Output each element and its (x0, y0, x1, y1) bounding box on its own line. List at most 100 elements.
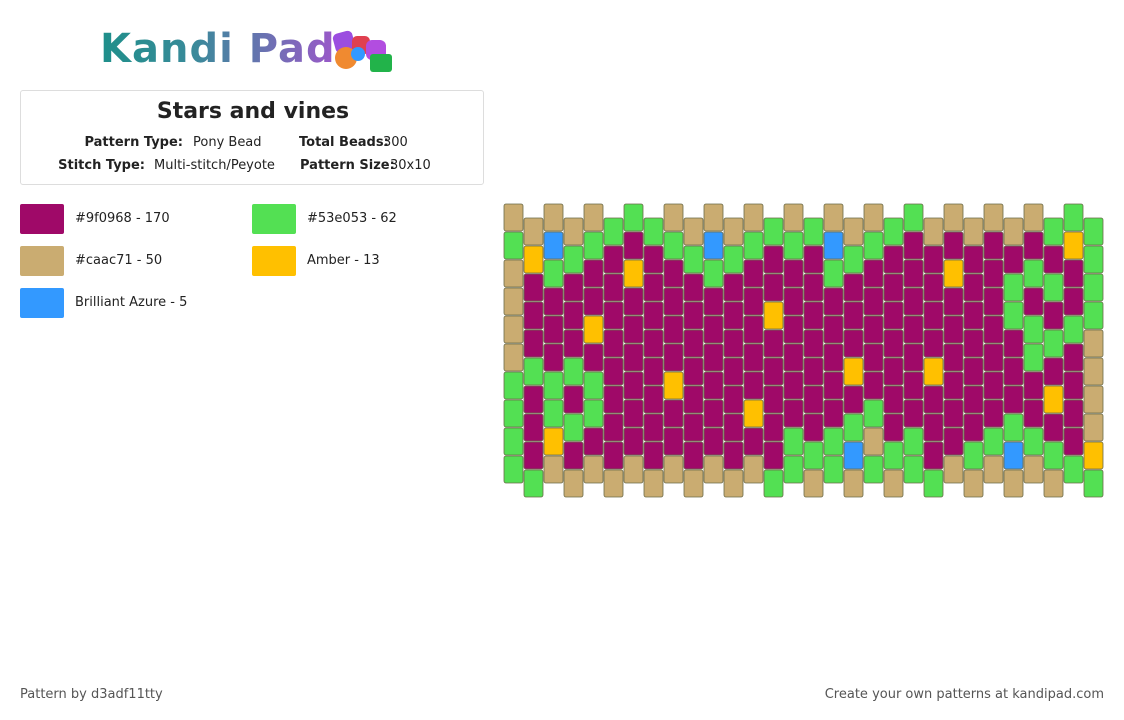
bead (963, 273, 984, 302)
bead (923, 301, 944, 330)
bead (523, 273, 544, 302)
bead (843, 441, 864, 470)
bead (803, 441, 824, 470)
bead (903, 259, 924, 288)
bead (523, 301, 544, 330)
bead (503, 399, 524, 428)
bead (743, 455, 764, 484)
bead (783, 287, 804, 316)
bead (1023, 455, 1044, 484)
bead (903, 427, 924, 456)
bead (623, 343, 644, 372)
bead (1023, 231, 1044, 260)
bead (1083, 469, 1104, 498)
bead (843, 413, 864, 442)
bead (983, 231, 1004, 260)
bead (843, 469, 864, 498)
bead (863, 315, 884, 344)
bead (703, 371, 724, 400)
bead (663, 259, 684, 288)
bead (783, 427, 804, 456)
bead (883, 357, 904, 386)
bead (523, 245, 544, 274)
bead (1003, 301, 1024, 330)
bead (503, 343, 524, 372)
bead (803, 357, 824, 386)
logo[interactable]: Kandi Pad (100, 26, 336, 72)
bead (623, 399, 644, 428)
bead (943, 287, 964, 316)
bead (1023, 259, 1044, 288)
bead (703, 287, 724, 316)
bead (663, 343, 684, 372)
bead (763, 273, 784, 302)
bead (683, 357, 704, 386)
bead (663, 231, 684, 260)
site-link[interactable]: Create your own patterns at kandipad.com (824, 687, 1104, 702)
bead (1043, 413, 1064, 442)
field-value: 300 (383, 135, 408, 150)
bead (703, 259, 724, 288)
bead (623, 315, 644, 344)
bead (823, 231, 844, 260)
bead (843, 245, 864, 274)
bead (723, 245, 744, 274)
bead (523, 385, 544, 414)
bead (723, 469, 744, 498)
bead (563, 469, 584, 498)
bead (583, 315, 604, 344)
bead (683, 217, 704, 246)
bead (983, 399, 1004, 428)
bead (983, 343, 1004, 372)
bead (583, 259, 604, 288)
bead (523, 357, 544, 386)
bead (583, 371, 604, 400)
bead (1063, 371, 1084, 400)
bead (543, 427, 564, 456)
bead (923, 245, 944, 274)
bead (963, 357, 984, 386)
bead (543, 287, 564, 316)
bead (863, 287, 884, 316)
bead (623, 259, 644, 288)
bead (543, 399, 564, 428)
bead (1043, 273, 1064, 302)
bead (583, 455, 604, 484)
bead (723, 273, 744, 302)
bead (723, 413, 744, 442)
bead (843, 329, 864, 358)
bead (923, 217, 944, 246)
bead (623, 287, 644, 316)
bead (643, 217, 664, 246)
bead (983, 203, 1004, 232)
bead (523, 217, 544, 246)
legend-swatch (20, 246, 64, 276)
bead (1043, 357, 1064, 386)
bead (643, 329, 664, 358)
bead (1083, 357, 1104, 386)
bead (783, 371, 804, 400)
bead (603, 245, 624, 274)
bead (983, 287, 1004, 316)
bead (1083, 273, 1104, 302)
bead (983, 371, 1004, 400)
bead (903, 287, 924, 316)
bead (1063, 455, 1084, 484)
field-value: Pony Bead (193, 135, 262, 150)
bead (683, 413, 704, 442)
bead (1083, 245, 1104, 274)
bead (583, 343, 604, 372)
bead (723, 441, 744, 470)
bead (1063, 287, 1084, 316)
bead (923, 357, 944, 386)
bead (863, 259, 884, 288)
bead (603, 329, 624, 358)
bead (723, 217, 744, 246)
bead (763, 413, 784, 442)
bead (903, 455, 924, 484)
bead (623, 231, 644, 260)
bead (963, 385, 984, 414)
bead (1083, 413, 1104, 442)
bead (903, 231, 924, 260)
bead (943, 315, 964, 344)
